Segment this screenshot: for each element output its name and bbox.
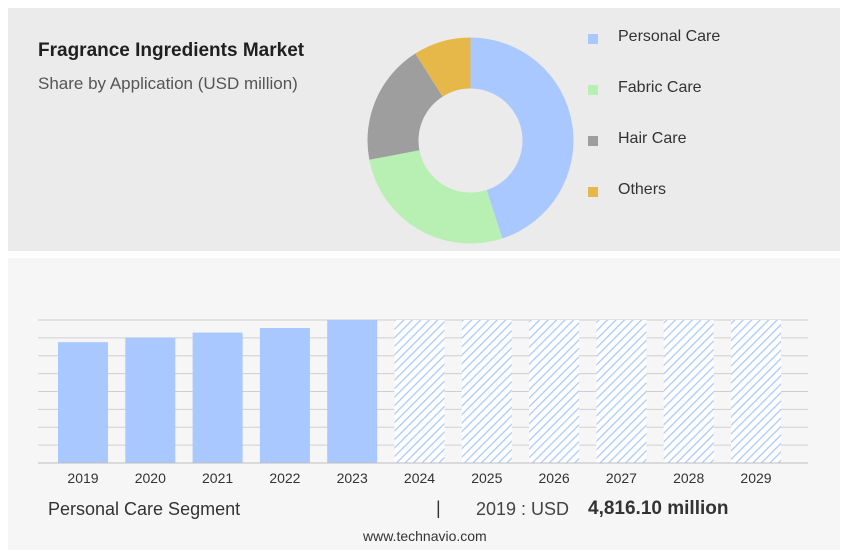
donut-slice-hair-care xyxy=(367,53,443,160)
x-tick-label-2025: 2025 xyxy=(471,470,502,486)
x-tick-label-2026: 2026 xyxy=(539,470,570,486)
chart-card: Fragrance Ingredients Market Share by Ap… xyxy=(8,8,840,550)
legend-label: Fabric Care xyxy=(618,79,702,96)
donut-panel: Fragrance Ingredients Market Share by Ap… xyxy=(8,8,840,251)
legend-item-others: Others xyxy=(588,181,788,203)
footer-value: 4,816.10 million xyxy=(588,498,729,519)
bar-2022 xyxy=(259,328,310,463)
x-tick-label-2019: 2019 xyxy=(67,470,98,486)
forecast-bar-2028 xyxy=(663,320,714,463)
legend-item-fabric-care: Fabric Care xyxy=(588,79,788,101)
watermark: www.technavio.com xyxy=(363,528,487,544)
legend-swatch xyxy=(588,34,598,44)
x-tick-label-2023: 2023 xyxy=(337,470,368,486)
bar-2019 xyxy=(58,342,108,463)
chart-title: Fragrance Ingredients Market xyxy=(38,40,305,61)
x-tick-label-2029: 2029 xyxy=(740,470,771,486)
x-tick-label-2028: 2028 xyxy=(673,470,704,486)
x-tick-label-2027: 2027 xyxy=(606,470,637,486)
legend-swatch xyxy=(588,187,598,197)
segment-label: Personal Care Segment xyxy=(48,499,241,519)
x-tick-label-2022: 2022 xyxy=(269,470,300,486)
forecast-bar-2026 xyxy=(529,320,580,463)
bar-2020 xyxy=(125,337,176,463)
chart-subtitle: Share by Application (USD million) xyxy=(38,74,298,93)
bar-chart: 2019 2020 2021 2022 2023 2024 2025 2026 2027 2028… xyxy=(38,319,808,486)
footer-separator: | xyxy=(436,498,441,518)
forecast-bar-2029 xyxy=(731,320,781,463)
forecast-bar-2025 xyxy=(461,320,512,463)
x-tick-label-2021: 2021 xyxy=(202,470,233,486)
x-tick-label-2024: 2024 xyxy=(404,470,435,486)
donut-slice-fabric-care xyxy=(369,150,503,244)
legend-swatch xyxy=(588,85,598,95)
donut-slice-personal-care xyxy=(470,37,574,239)
x-tick-label-2020: 2020 xyxy=(135,470,166,486)
forecast-bar-2024 xyxy=(394,320,445,463)
bar-2021 xyxy=(192,332,243,463)
donut-chart xyxy=(367,37,574,244)
forecast-bar-2027 xyxy=(596,320,647,463)
footer-year: 2019 : USD xyxy=(476,499,570,519)
legend-label: Hair Care xyxy=(618,130,687,147)
legend-label: Personal Care xyxy=(618,28,721,45)
legend-label: Others xyxy=(618,181,667,198)
legend-swatch xyxy=(588,136,598,146)
legend-item-hair-care: Hair Care xyxy=(588,130,788,152)
legend-item-personal-care: Personal Care xyxy=(588,28,788,50)
bar-2023 xyxy=(327,320,378,463)
donut-slice-others xyxy=(415,37,471,97)
